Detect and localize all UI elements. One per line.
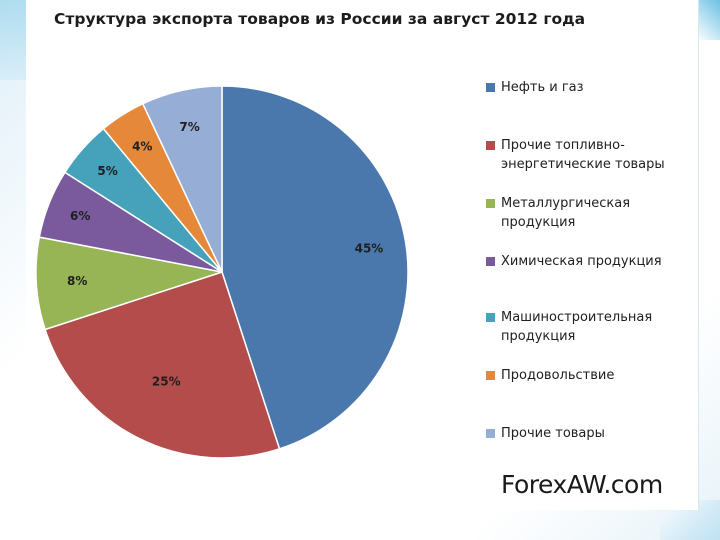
legend-label: Прочие топливно-энергетические товары <box>501 136 706 174</box>
legend-label-line: Продовольствие <box>501 368 615 383</box>
legend-swatch <box>486 83 495 92</box>
slice-value-label: 6% <box>70 209 90 223</box>
slice-value-label: 7% <box>179 120 199 134</box>
legend-label-line: Машиностроительная <box>501 310 653 325</box>
slice-value-label: 25% <box>152 374 181 388</box>
legend-label-line: Нефть и газ <box>501 80 584 95</box>
legend-swatch <box>486 313 495 322</box>
pie-slice-2 <box>44 271 281 459</box>
legend-label: Продовольствие <box>501 366 706 385</box>
legend-label-line: Прочие топливно- <box>501 138 625 153</box>
legend-swatch <box>486 141 495 150</box>
legend-label-line: продукция <box>501 329 576 344</box>
slice-value-label: 45% <box>355 242 384 256</box>
chart-title: Структура экспорта товаров из России за … <box>54 10 586 28</box>
legend-label: Прочие товары <box>501 424 706 443</box>
legend-label-line: энергетические товары <box>501 157 665 172</box>
legend-label-line: Металлургическая <box>501 196 631 211</box>
legend-label: Машиностроительная продукция <box>501 308 706 346</box>
legend-swatch <box>486 429 495 438</box>
slice-value-label: 8% <box>67 274 87 288</box>
pie-slice-7 <box>141 85 223 273</box>
pie-slice-1 <box>221 85 409 450</box>
legend-label-line: Прочие товары <box>501 426 605 441</box>
legend-swatch <box>486 371 495 380</box>
slice-value-label: 5% <box>97 164 117 178</box>
legend-label: Химическая продукция <box>501 252 706 271</box>
legend-swatch <box>486 199 495 208</box>
legend-label-line: Химическая продукция <box>501 254 662 269</box>
pie-slice-3 <box>35 236 223 331</box>
legend-label-line: продукция <box>501 215 576 230</box>
brand-watermark: ForexAW.com <box>501 470 663 499</box>
slice-value-label: 4% <box>132 139 152 153</box>
legend-label: Металлургическая продукция <box>501 194 706 232</box>
legend-swatch <box>486 257 495 266</box>
legend-label: Нефть и газ <box>501 78 706 97</box>
